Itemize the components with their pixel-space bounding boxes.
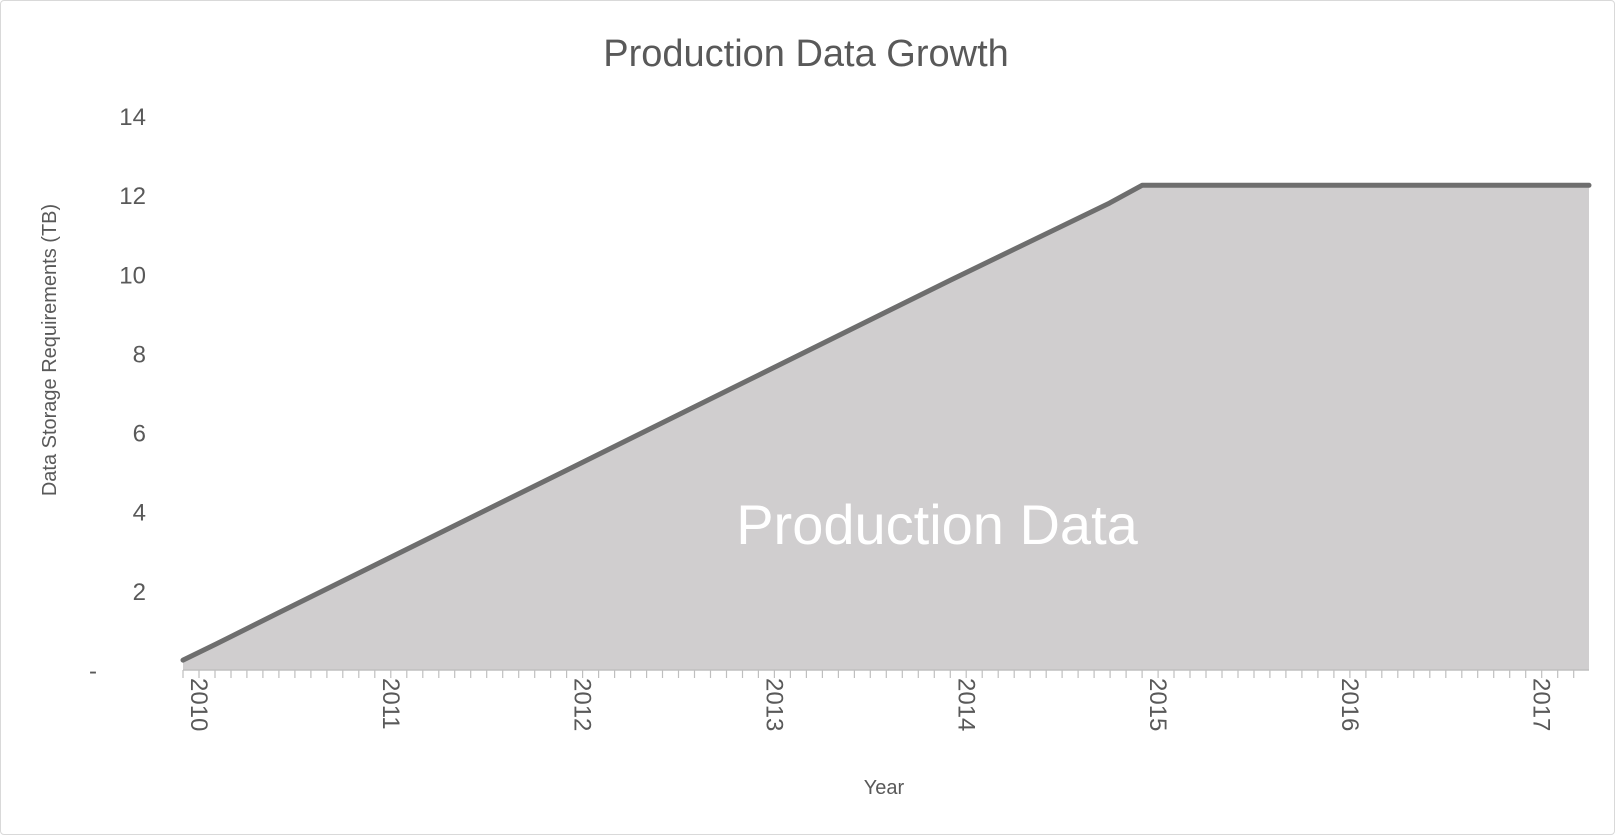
y-axis-title: Data Storage Requirements (TB) (39, 204, 61, 496)
y-tick-label-14: 14 (119, 104, 146, 131)
x-axis-title: Year (864, 777, 905, 799)
area-top-line-0 (180, 182, 1592, 663)
y-tick-label-2: 2 (133, 579, 146, 606)
y-tick-label--: - (89, 658, 97, 685)
plot-area: Production Data (180, 182, 1592, 671)
x-tick-label-2012: 2012 (569, 678, 596, 731)
x-tick-label-2017: 2017 (1528, 678, 1555, 731)
chart-title: Production Data Growth (603, 33, 1009, 75)
x-tick-label-2010: 2010 (185, 678, 212, 731)
y-tick-label-4: 4 (133, 500, 146, 527)
area-fill-0 (183, 185, 1589, 671)
y-tick-label-12: 12 (119, 183, 146, 210)
area-series-label: Production Data (736, 493, 1138, 556)
x-tick-label-2016: 2016 (1336, 678, 1363, 731)
y-tick-label-6: 6 (133, 421, 146, 448)
x-tick-label-2015: 2015 (1144, 678, 1171, 731)
x-tick-label-2014: 2014 (952, 678, 979, 731)
x-axis: 2010 2011 2012 2013 2014 2015 2016 2017 (182, 669, 1589, 731)
x-tick-label-2013: 2013 (760, 678, 787, 731)
y-tick-label-8: 8 (133, 341, 146, 368)
y-tick-label-10: 10 (119, 262, 146, 289)
x-tick-label-2011: 2011 (377, 678, 404, 730)
y-axis: - 2 4 6 8 10 12 14 (89, 104, 146, 685)
